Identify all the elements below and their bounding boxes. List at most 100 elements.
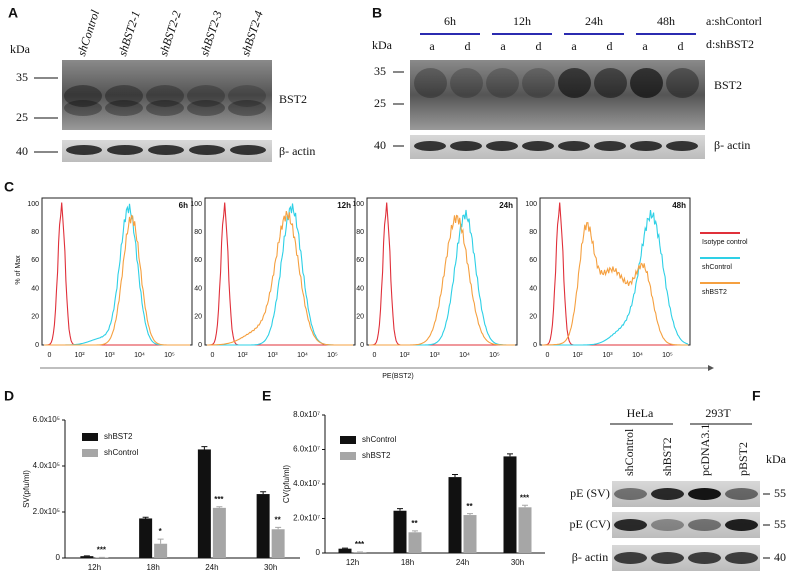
key-label: a:shContorl xyxy=(706,14,763,28)
blot-band xyxy=(187,85,225,107)
x-tick-label: 18h xyxy=(146,563,159,572)
blot-band xyxy=(450,141,482,151)
blot-band xyxy=(414,68,447,98)
y-tick-label: 2.0x10⁷ xyxy=(293,514,320,523)
bar xyxy=(338,548,352,553)
y-tick-label: 80 xyxy=(529,229,537,236)
time-label: 24h xyxy=(585,14,603,28)
panel-label: D xyxy=(4,388,14,404)
blot-band xyxy=(666,68,699,98)
y-tick-label: 80 xyxy=(31,229,39,236)
blot-band xyxy=(688,552,721,564)
histogram-curve xyxy=(369,214,515,346)
y-tick-label: 8.0x10⁷ xyxy=(293,410,320,419)
bar xyxy=(197,449,211,558)
row-label: pE (SV) xyxy=(570,486,610,500)
x-tick-label: 30h xyxy=(511,558,524,567)
legend-swatch xyxy=(82,433,98,441)
plot-frame xyxy=(41,197,193,346)
x-tick-label: 12h xyxy=(88,563,101,572)
y-tick-label: 100 xyxy=(27,201,39,208)
panel-label: C xyxy=(4,179,14,195)
x-tick-label: 24h xyxy=(456,558,469,567)
panel-label: F xyxy=(752,388,761,404)
histogram-curve xyxy=(542,210,689,346)
marker-label: 40 xyxy=(374,138,386,152)
error-bar xyxy=(397,508,403,511)
y-tick-label: 60 xyxy=(31,257,39,264)
bar xyxy=(80,556,94,558)
blot-band xyxy=(558,141,590,151)
y-tick-label: 0 xyxy=(316,548,321,557)
significance-label: ** xyxy=(411,519,418,528)
time-label: 6h xyxy=(179,201,188,210)
legend-label: shControl xyxy=(362,435,396,444)
lane-label: shBST2-1 xyxy=(115,9,143,58)
y-tick-label: 0 xyxy=(533,342,537,349)
legend-label: shControl xyxy=(702,264,732,271)
blot-band xyxy=(414,141,446,151)
unit-label: kDa xyxy=(766,452,787,466)
time-label: 48h xyxy=(657,14,675,28)
lane-label: shBST2-2 xyxy=(156,9,184,58)
blot-band xyxy=(486,68,519,98)
lane-label: d xyxy=(607,39,613,53)
lane-label: shBST2 xyxy=(660,437,674,476)
band-label: β- actin xyxy=(279,144,315,158)
bar xyxy=(503,456,517,553)
blot-band xyxy=(486,141,518,151)
x-tick-label: 10³ xyxy=(602,352,613,359)
blot-band xyxy=(688,488,721,500)
x-tick-label: 0 xyxy=(211,352,215,359)
significance-label: *** xyxy=(355,540,365,549)
y-tick-label: 20 xyxy=(194,314,202,321)
band-label: β- actin xyxy=(714,138,750,152)
blot-band xyxy=(146,85,184,107)
y-tick-label: 40 xyxy=(31,285,39,292)
y-tick-label: 2.0x10⁵ xyxy=(33,507,60,516)
x-tick-label: 10⁵ xyxy=(327,352,338,359)
histogram-curve xyxy=(207,210,353,346)
blot-band xyxy=(105,100,143,116)
blot-band xyxy=(189,145,225,155)
x-tick-label: 18h xyxy=(401,558,414,567)
blot-band xyxy=(105,85,143,107)
time-label: 48h xyxy=(672,201,686,210)
histogram-curve xyxy=(542,202,688,346)
marker-label: 25 xyxy=(374,96,386,110)
y-tick-label: 0 xyxy=(56,553,61,562)
time-label: 24h xyxy=(499,201,513,210)
y-tick-label: 6.0x10⁵ xyxy=(33,415,60,424)
blot-band xyxy=(614,488,647,500)
bar xyxy=(256,494,270,558)
panel-label: B xyxy=(372,5,382,21)
x-tick-label: 10⁴ xyxy=(134,352,145,359)
arrow-head xyxy=(708,365,714,371)
blot xyxy=(62,60,272,130)
band-label: BST2 xyxy=(714,78,742,92)
legend-swatch xyxy=(340,436,356,444)
panel-label: E xyxy=(262,388,271,404)
blot-band xyxy=(594,68,627,98)
blot-band xyxy=(64,100,102,116)
x-tick-label: 10² xyxy=(237,352,248,359)
blot-band xyxy=(107,145,143,155)
y-tick-label: 40 xyxy=(356,285,364,292)
x-tick-label: 12h xyxy=(346,558,359,567)
x-tick-label: 10⁵ xyxy=(662,352,673,359)
axis-title: % of Max xyxy=(15,255,22,285)
error-bar xyxy=(216,506,223,508)
bar xyxy=(139,518,153,558)
bar xyxy=(463,515,477,553)
marker-label: 35 xyxy=(374,64,386,78)
group-label: HeLa xyxy=(627,406,654,420)
bar xyxy=(393,510,407,553)
blot-band xyxy=(651,488,684,500)
significance-label: *** xyxy=(97,546,107,555)
legend-label: shControl xyxy=(104,448,138,457)
marker-label: 55 xyxy=(774,486,786,500)
plot-frame xyxy=(366,197,518,346)
blot-band xyxy=(228,85,266,107)
lane-label: pBST2 xyxy=(736,442,750,476)
error-bar xyxy=(412,530,418,533)
